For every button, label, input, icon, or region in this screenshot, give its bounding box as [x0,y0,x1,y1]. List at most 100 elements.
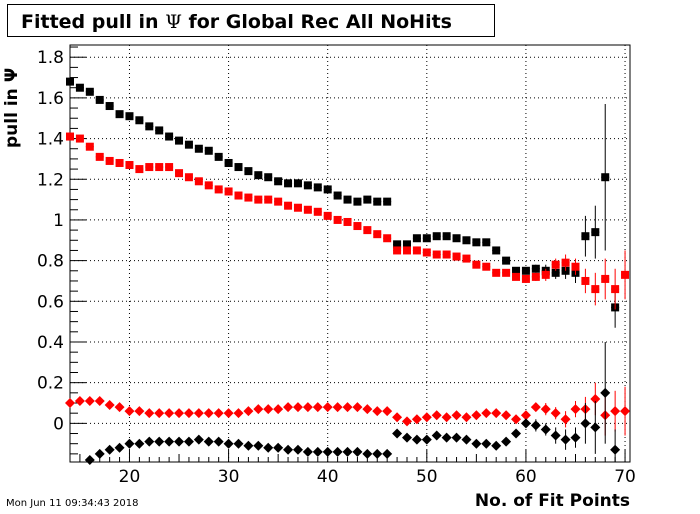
data-point-diamond [471,410,482,421]
data-point-square [472,238,481,247]
data-point-diamond [451,432,462,443]
chart-title-symbol: Ψ [165,11,182,33]
data-point-diamond [382,448,393,459]
data-point-diamond [243,440,254,451]
data-point-diamond [292,402,303,413]
data-point-square [412,246,421,255]
data-point-square [234,191,243,200]
data-point-square [184,173,193,182]
data-point-square [383,197,392,206]
data-point-diamond [312,402,323,413]
data-point-diamond [392,412,403,423]
data-point-square [313,183,322,192]
data-point-square [452,252,461,261]
plot-frame [69,44,631,463]
data-point-square [274,177,283,186]
data-point-diamond [411,434,422,445]
data-point-diamond [332,402,343,413]
data-point-square [512,272,521,281]
data-point-square [512,266,521,275]
y-tick-label: 1 [53,211,64,231]
data-point-square [145,122,154,131]
data-point-diamond [253,404,264,415]
data-point-square [472,260,481,269]
data-point-square [432,232,441,241]
data-point-diamond [144,408,155,419]
data-point-diamond [114,442,125,453]
data-point-square [561,258,570,267]
data-point-diamond [94,448,105,459]
data-point-diamond [372,448,383,459]
data-point-diamond [421,434,432,445]
data-point-diamond [233,438,244,449]
data-point-diamond [124,406,135,417]
data-point-square [462,236,471,245]
data-point-square [531,264,540,273]
data-point-square [184,140,193,149]
data-point-square [393,240,402,249]
data-point-square [145,163,154,172]
y-tick-label: 1.2 [37,170,64,190]
data-point-diamond [560,434,571,445]
data-point-square [402,240,411,249]
x-tick-label: 30 [218,467,240,487]
data-point-diamond [302,402,313,413]
data-point-square [551,268,560,277]
data-point-square [373,197,382,206]
data-point-square [422,234,431,243]
data-point-diamond [74,395,85,406]
data-point-diamond [164,436,175,447]
y-axis-title: pull in Ψ [2,67,22,148]
data-point-square [621,270,630,279]
data-point-square [293,179,302,188]
data-point-square [105,156,114,165]
y-tick-label: 0.6 [37,292,64,312]
data-point-square [482,262,491,271]
data-point-square [95,152,104,161]
data-point-square [323,211,332,220]
y-tick-label: 1.6 [37,89,64,109]
data-point-diamond [481,438,492,449]
data-point-diamond [223,408,234,419]
data-point-square [66,132,74,141]
data-point-square [175,136,184,145]
data-point-diamond [580,418,591,429]
data-point-square [393,246,402,255]
timestamp: Mon Jun 11 09:34:43 2018 [6,498,139,509]
data-point-diamond [114,402,125,413]
data-point-square [303,205,312,214]
data-point-square [75,83,84,92]
data-point-square [551,260,560,269]
data-point-square [591,228,600,237]
data-point-square [214,152,223,161]
data-point-diamond [104,400,115,411]
data-point-square [244,193,253,202]
data-point-diamond [124,438,135,449]
data-point-square [125,161,134,170]
data-point-square [333,191,342,200]
data-point-square [224,158,233,167]
y-tick-label: 0.8 [37,252,64,272]
data-point-diamond [431,410,442,421]
data-point-diamond [491,440,502,451]
data-point-diamond [520,410,531,421]
data-point-diamond [392,428,403,439]
y-tick-label: 0.2 [37,374,64,394]
data-point-square [343,217,352,226]
data-point-square [204,181,213,190]
data-point-square [402,246,411,255]
data-point-square [293,203,302,212]
data-point-diamond [401,432,412,443]
data-point-square [155,126,164,135]
data-point-diamond [382,406,393,417]
data-point-square [333,215,342,224]
data-point-square [135,116,144,125]
data-point-square [591,285,600,294]
x-tick-label: 20 [119,467,141,487]
data-point-square [353,197,362,206]
data-point-diamond [193,408,204,419]
data-point-square [442,232,451,241]
data-point-diamond [362,448,373,459]
data-point-square [194,177,203,186]
data-point-diamond [352,446,363,457]
